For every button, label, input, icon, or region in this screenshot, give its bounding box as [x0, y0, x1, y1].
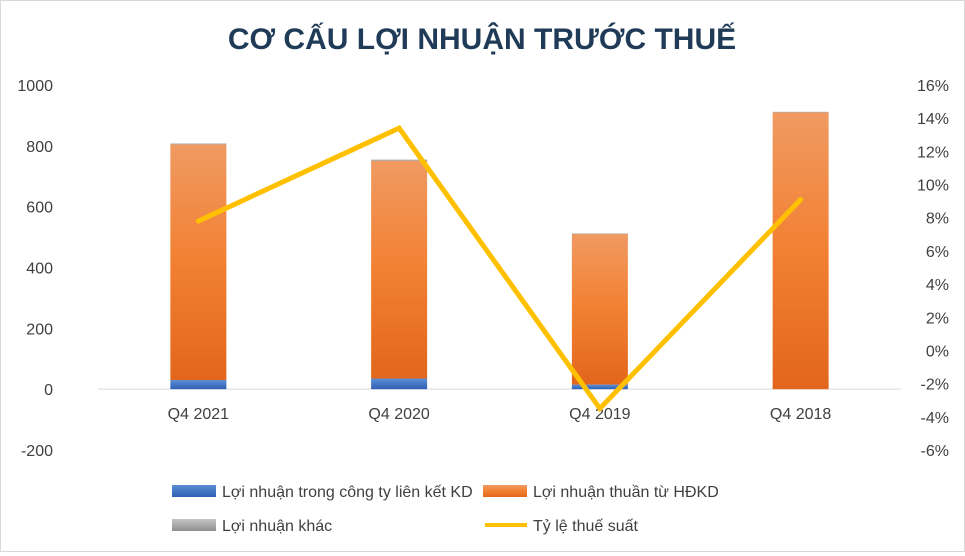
legend-swatch [172, 519, 216, 531]
x-category-label: Q4 2021 [168, 406, 229, 423]
bar-segment [170, 143, 227, 145]
y-left-tick-label: 800 [26, 139, 53, 156]
bar-segment [571, 234, 628, 385]
bar-segment [772, 112, 829, 390]
bar-segment [371, 160, 428, 379]
bar-segment [170, 380, 227, 390]
y-right-tick-label: -6% [921, 443, 949, 460]
y-right-tick-label: 12% [917, 144, 949, 161]
y-right-tick-label: 6% [926, 244, 949, 261]
legend-label: Tỷ lệ thuế suất [533, 518, 639, 535]
legend-swatch [172, 485, 216, 497]
bar-segment [571, 384, 628, 390]
series-line-tax-rate [195, 124, 804, 413]
y-right-tick-label: 16% [917, 78, 949, 95]
y-right-tick-label: 2% [926, 310, 949, 327]
y-right-tick-label: 14% [917, 111, 949, 128]
x-category-label: Q4 2019 [569, 406, 630, 423]
legend-label: Lợi nhuận khác [222, 518, 332, 535]
y-right-tick-label: 8% [926, 211, 949, 228]
bar-segment [571, 233, 628, 235]
y-right-tick-label: 0% [926, 343, 949, 360]
y-left-tick-label: 1000 [17, 78, 53, 95]
bar-segment [371, 378, 428, 390]
bar-segment [170, 144, 227, 381]
y-left-tick-label: 0 [44, 382, 53, 399]
y-right-tick-label: -2% [921, 377, 949, 394]
legend-label: Lợi nhuận trong công ty liên kết KD [222, 484, 473, 501]
y-left-tick-label: 600 [26, 200, 53, 217]
chart-title: CƠ CẤU LỢI NHUẬN TRƯỚC THUẾ [228, 22, 736, 56]
y-right-tick-label: -4% [921, 410, 949, 427]
bar-segment [772, 111, 829, 113]
x-category-label: Q4 2020 [368, 406, 429, 423]
y-left-tick-label: 400 [26, 261, 53, 278]
legend-swatch [483, 485, 527, 497]
x-category-label: Q4 2018 [770, 406, 831, 423]
y-right-tick-label: 4% [926, 277, 949, 294]
bar-segment [371, 159, 428, 161]
y-right-tick-label: 10% [917, 178, 949, 195]
y-left-tick-label: 200 [26, 321, 53, 338]
y-left-tick-label: -200 [21, 443, 53, 460]
legend-label: Lợi nhuận thuần từ HĐKD [533, 484, 719, 501]
